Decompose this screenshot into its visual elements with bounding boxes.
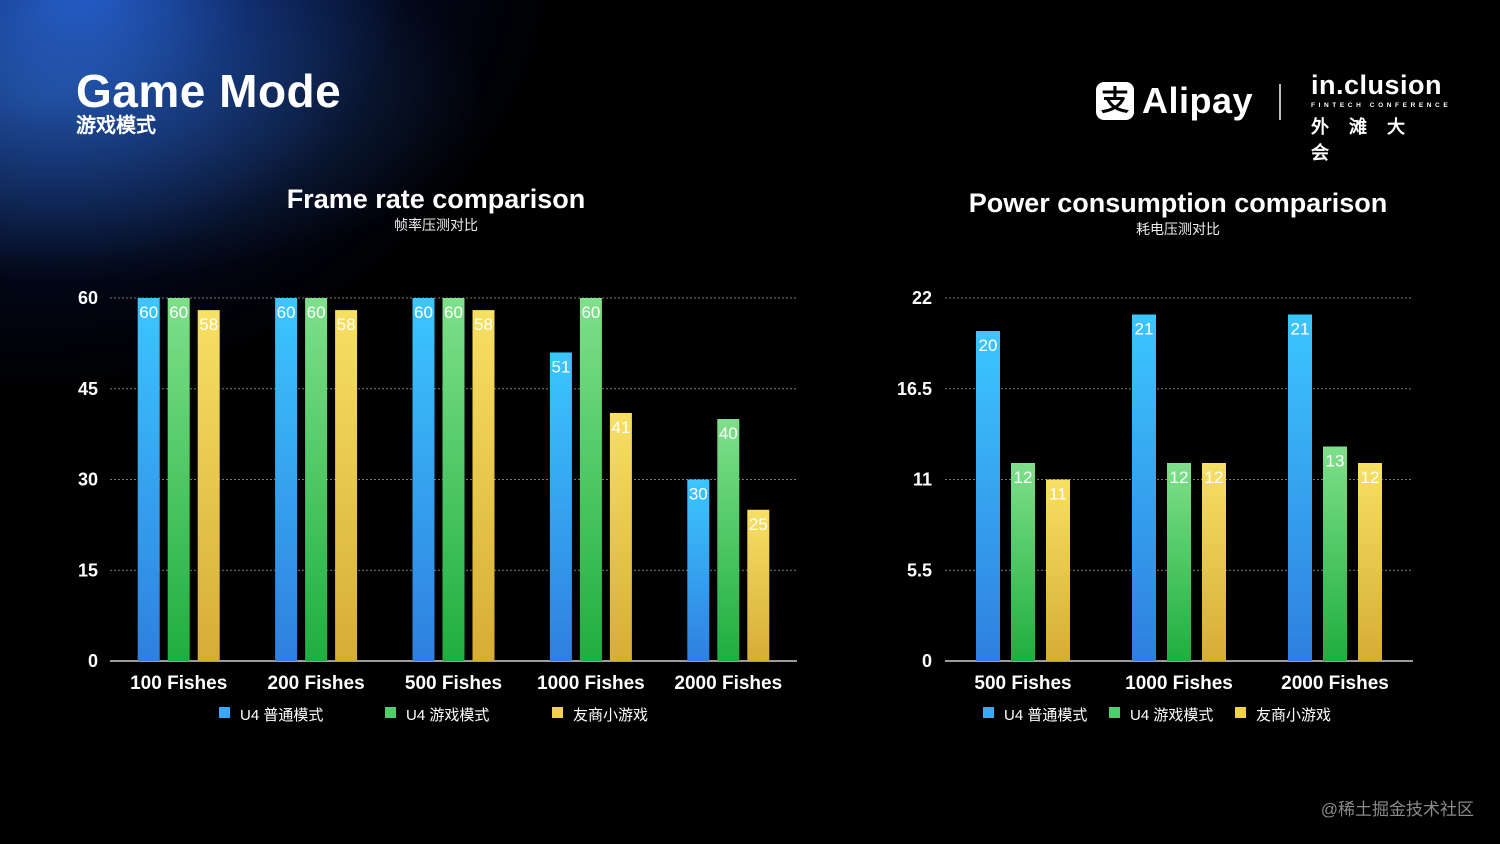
power-chart-title: Power consumption comparison — [968, 188, 1388, 218]
power-bar — [1323, 446, 1347, 661]
fps-data-label: 41 — [611, 418, 630, 437]
fps-category-label: 500 Fishes — [405, 673, 502, 694]
power-bar — [1046, 479, 1070, 661]
fps-bar — [167, 298, 190, 661]
fps-bar — [137, 298, 160, 661]
fps-data-label: 60 — [581, 303, 600, 322]
inclusion-chinese-name: 外滩大会 — [1311, 117, 1425, 163]
power-bar — [1167, 463, 1191, 661]
power-category-label: 1000 Fishes — [1125, 673, 1233, 694]
fps-bar — [717, 419, 740, 661]
fps-legend-swatch — [219, 707, 230, 718]
fps-data-label: 60 — [414, 303, 433, 322]
fps-data-label: 60 — [169, 303, 188, 322]
fps-legend-label: U4 普通模式 — [240, 707, 323, 724]
power-legend-label: U4 游戏模式 — [1130, 707, 1213, 724]
fps-category-label: 100 Fishes — [130, 673, 227, 694]
fps-legend-swatch — [385, 707, 396, 718]
power-legend-label: 友商小游戏 — [1256, 707, 1331, 724]
fps-data-label: 60 — [307, 303, 326, 322]
fps-bar — [442, 298, 465, 661]
fps-bar — [549, 352, 572, 661]
power-y-tick-label: 22 — [912, 288, 932, 308]
alipay-logo: 支 Alipay — [1096, 80, 1253, 122]
alipay-mark-icon: 支 — [1096, 82, 1134, 120]
power-data-label: 12 — [1014, 468, 1033, 487]
fps-legend-label: 友商小游戏 — [573, 707, 648, 724]
power-category-label: 500 Fishes — [974, 673, 1071, 694]
background-glow-secondary — [0, 0, 560, 320]
fps-bar — [275, 298, 298, 661]
power-data-label: 12 — [1361, 468, 1380, 487]
power-bar — [1202, 463, 1226, 661]
power-legend-swatch — [983, 707, 994, 718]
page-title: Game Mode — [76, 65, 342, 117]
alipay-wordmark: Alipay — [1142, 80, 1254, 121]
watermark: @稀土掘金技术社区 — [1320, 800, 1474, 819]
fps-data-label: 40 — [719, 424, 738, 443]
fps-data-label: 25 — [749, 515, 768, 534]
inclusion-tagline: FINTECH CONFERENCE — [1311, 102, 1452, 109]
fps-data-label: 58 — [474, 315, 493, 334]
fps-data-label: 60 — [277, 303, 296, 322]
fps-y-tick-label: 60 — [78, 288, 98, 308]
fps-data-label: 58 — [337, 315, 356, 334]
inclusion-wordmark: in.clusion — [1311, 70, 1443, 100]
power-y-tick-label: 0 — [922, 651, 932, 671]
power-bar — [1011, 463, 1035, 661]
power-chart-subtitle: 耗电压测对比 — [1136, 221, 1220, 237]
power-category-label: 2000 Fishes — [1281, 673, 1389, 694]
power-legend-label: U4 普通模式 — [1004, 707, 1087, 724]
fps-legend-swatch — [552, 707, 563, 718]
fps-bar — [472, 310, 495, 661]
fps-data-label: 60 — [444, 303, 463, 322]
fps-y-tick-label: 15 — [78, 560, 98, 580]
frame-rate-chart-subtitle: 帧率压测对比 — [394, 217, 478, 233]
fps-bar — [579, 298, 602, 661]
power-data-label: 12 — [1170, 468, 1189, 487]
logo-divider — [1279, 84, 1281, 120]
fps-y-tick-label: 0 — [88, 651, 98, 671]
power-legend-swatch — [1109, 707, 1120, 718]
fps-data-label: 30 — [689, 485, 708, 504]
fps-bar — [747, 509, 770, 661]
fps-category-label: 2000 Fishes — [674, 673, 782, 694]
power-y-tick-label: 16.5 — [897, 379, 932, 399]
power-legend-swatch — [1235, 707, 1246, 718]
page-subtitle: 游戏模式 — [76, 115, 156, 137]
fps-bar — [197, 310, 220, 661]
power-data-label: 20 — [979, 336, 998, 355]
power-data-label: 11 — [1049, 485, 1067, 504]
inclusion-logo: in.clusion FINTECH CONFERENCE 外滩大会 — [1311, 72, 1461, 165]
power-y-tick-label: 11 — [913, 470, 932, 490]
power-bar — [976, 331, 1000, 661]
power-y-tick-label: 5.5 — [907, 560, 932, 580]
fps-bar — [609, 412, 632, 661]
power-bar — [1132, 314, 1156, 661]
fps-bar — [305, 298, 328, 661]
power-data-label: 13 — [1326, 452, 1345, 471]
power-data-label: 12 — [1205, 468, 1224, 487]
fps-y-tick-label: 30 — [78, 470, 98, 490]
power-bar — [1288, 314, 1312, 661]
fps-data-label: 60 — [139, 303, 158, 322]
fps-bar — [687, 479, 710, 661]
power-data-label: 21 — [1135, 320, 1154, 339]
fps-legend-label: U4 游戏模式 — [406, 707, 489, 724]
power-bar — [1358, 463, 1382, 661]
fps-data-label: 58 — [199, 315, 218, 334]
fps-category-label: 200 Fishes — [268, 673, 365, 694]
power-data-label: 21 — [1291, 320, 1310, 339]
frame-rate-chart-title: Frame rate comparison — [286, 184, 586, 214]
fps-data-label: 51 — [551, 357, 570, 376]
fps-category-label: 1000 Fishes — [537, 673, 645, 694]
fps-y-tick-label: 45 — [78, 379, 98, 399]
fps-bar — [412, 298, 435, 661]
fps-bar — [335, 310, 358, 661]
